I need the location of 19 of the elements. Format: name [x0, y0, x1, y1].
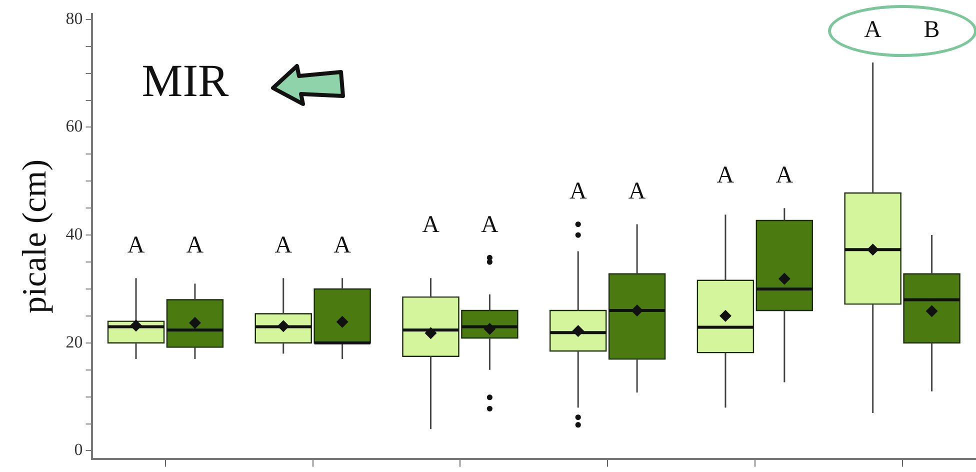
y-tick-label: 40: [66, 224, 83, 244]
annotation: A: [334, 232, 352, 258]
annotation: A: [481, 212, 500, 238]
y-tick-label: 60: [66, 116, 83, 136]
annotation: A: [864, 16, 882, 43]
y-axis-title: picale (cm): [16, 159, 54, 314]
y-tick-label: 80: [66, 8, 83, 28]
annotation: A: [569, 178, 588, 205]
annotation: A: [776, 162, 794, 188]
y-tick-label: 0: [74, 440, 83, 460]
annotation: A: [422, 212, 440, 238]
annotation: A: [716, 162, 735, 188]
annotation: A: [274, 232, 293, 258]
annotation: B: [924, 16, 940, 43]
annotation: A: [628, 178, 646, 205]
annotation: MIR: [142, 55, 230, 106]
y-tick-label: 20: [66, 332, 83, 352]
annotation: A: [127, 232, 146, 258]
annotation: A: [186, 232, 204, 258]
